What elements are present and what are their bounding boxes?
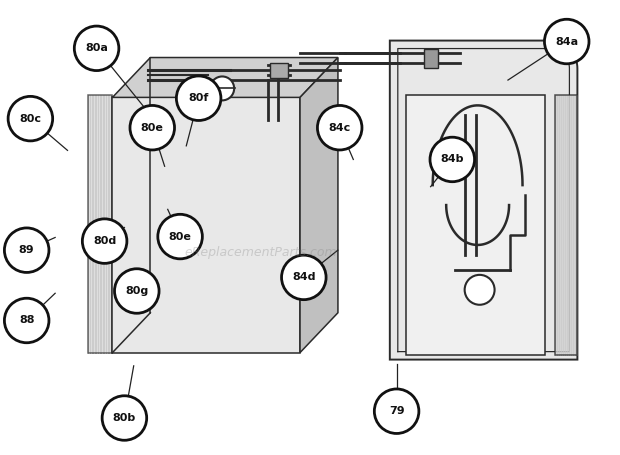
- Text: eReplacementParts.com: eReplacementParts.com: [184, 246, 337, 259]
- Text: 80d: 80d: [93, 236, 116, 246]
- Circle shape: [4, 228, 49, 273]
- Text: 80c: 80c: [19, 114, 42, 124]
- Text: 84b: 84b: [441, 154, 464, 164]
- Circle shape: [102, 396, 147, 440]
- Polygon shape: [556, 96, 577, 354]
- Text: 80g: 80g: [125, 286, 148, 296]
- Circle shape: [82, 219, 127, 263]
- Circle shape: [4, 298, 49, 343]
- Circle shape: [8, 96, 53, 141]
- Text: 80f: 80f: [188, 93, 209, 103]
- Text: 84a: 84a: [555, 36, 578, 46]
- Circle shape: [544, 19, 589, 64]
- Text: 80a: 80a: [85, 43, 108, 53]
- Circle shape: [281, 255, 326, 300]
- Text: 88: 88: [19, 315, 35, 325]
- Text: 84c: 84c: [329, 123, 351, 133]
- Circle shape: [158, 214, 202, 259]
- Circle shape: [115, 269, 159, 313]
- Polygon shape: [112, 97, 300, 353]
- Text: 80e: 80e: [169, 232, 192, 242]
- Circle shape: [210, 76, 234, 101]
- Polygon shape: [405, 96, 546, 354]
- Text: 80e: 80e: [141, 123, 164, 133]
- Polygon shape: [112, 57, 338, 97]
- Polygon shape: [300, 57, 338, 353]
- Text: 80b: 80b: [113, 413, 136, 423]
- Polygon shape: [390, 40, 577, 359]
- Circle shape: [430, 137, 474, 182]
- Bar: [270, 62, 288, 78]
- Circle shape: [317, 106, 362, 150]
- Circle shape: [464, 275, 495, 305]
- Circle shape: [176, 76, 221, 121]
- Text: 79: 79: [389, 406, 404, 416]
- Bar: [423, 49, 438, 69]
- Polygon shape: [89, 96, 112, 353]
- Circle shape: [74, 26, 119, 71]
- Circle shape: [130, 106, 174, 150]
- Circle shape: [374, 389, 419, 434]
- Text: 84d: 84d: [292, 273, 316, 283]
- Text: 89: 89: [19, 245, 35, 255]
